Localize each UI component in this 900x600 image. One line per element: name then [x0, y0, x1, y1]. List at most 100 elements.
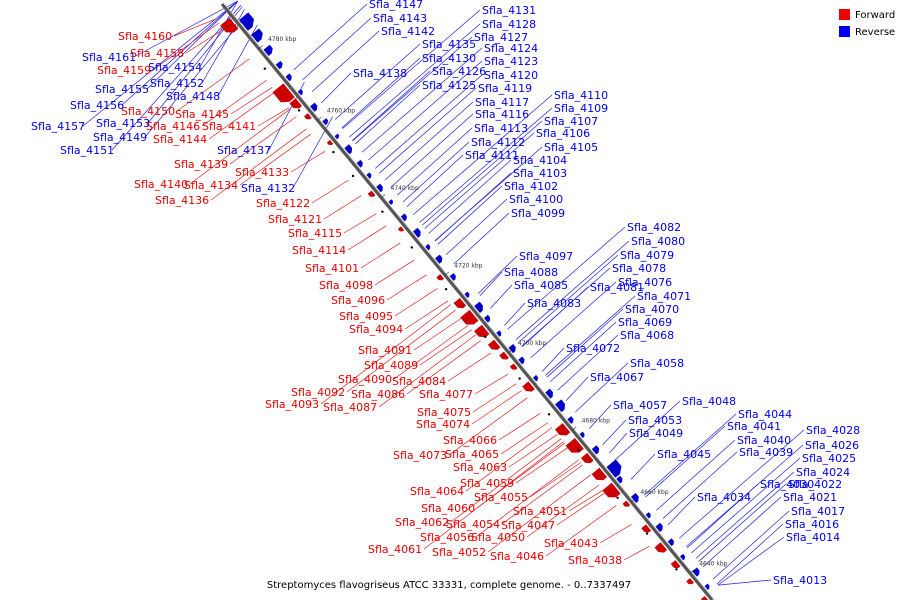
reverse-gene-label[interactable]: Sfla_4030: [760, 478, 814, 491]
reverse-gene-arrow[interactable]: [645, 512, 651, 519]
reverse-gene-label[interactable]: Sfla_4137: [217, 144, 271, 157]
reverse-gene-arrow[interactable]: [692, 567, 700, 577]
forward-gene-label[interactable]: Sfla_4051: [513, 505, 567, 518]
reverse-gene-label[interactable]: Sfla_4022: [788, 478, 842, 491]
forward-gene-arrow[interactable]: [686, 578, 694, 585]
forward-gene-label[interactable]: Sfla_4066: [443, 434, 497, 447]
forward-gene-label[interactable]: Sfla_4046: [490, 550, 544, 563]
reverse-gene-arrow[interactable]: [412, 227, 421, 238]
forward-gene-label[interactable]: Sfla_4140: [134, 178, 188, 191]
forward-gene-label[interactable]: Sfla_4091: [358, 344, 412, 357]
reverse-gene-label[interactable]: Sfla_4106: [536, 127, 590, 140]
reverse-gene-label[interactable]: Sfla_4072: [566, 342, 620, 355]
reverse-gene-label[interactable]: Sfla_4110: [554, 89, 608, 102]
reverse-gene-label[interactable]: Sfla_4135: [422, 38, 476, 51]
reverse-gene-label[interactable]: Sfla_4123: [484, 55, 538, 68]
reverse-gene-label[interactable]: Sfla_4154: [148, 61, 202, 74]
reverse-gene-label[interactable]: Sfla_4113: [474, 122, 528, 135]
forward-gene-label[interactable]: Sfla_4056: [420, 531, 474, 544]
reverse-gene-label[interactable]: Sfla_4045: [657, 448, 711, 461]
reverse-gene-arrow[interactable]: [667, 538, 674, 547]
forward-gene-label[interactable]: Sfla_4075: [417, 406, 471, 419]
forward-gene-label[interactable]: Sfla_4150: [121, 105, 175, 118]
forward-gene-label[interactable]: Sfla_4101: [305, 262, 359, 275]
reverse-gene-arrow[interactable]: [591, 445, 600, 455]
reverse-gene-arrow[interactable]: [555, 399, 566, 413]
reverse-gene-arrow[interactable]: [508, 343, 516, 354]
reverse-gene-label[interactable]: Sfla_4083: [527, 297, 581, 310]
reverse-gene-label[interactable]: Sfla_4079: [620, 249, 674, 262]
reverse-gene-label[interactable]: Sfla_4026: [805, 439, 859, 452]
forward-gene-arrow[interactable]: [453, 297, 467, 309]
forward-gene-arrow[interactable]: [622, 500, 631, 507]
reverse-gene-label[interactable]: Sfla_4109: [554, 102, 608, 115]
reverse-gene-arrow[interactable]: [297, 88, 303, 96]
reverse-gene-label[interactable]: Sfla_4025: [802, 452, 856, 465]
reverse-gene-label[interactable]: Sfla_4104: [513, 154, 567, 167]
forward-gene-arrow[interactable]: [509, 363, 518, 370]
reverse-gene-label[interactable]: Sfla_4057: [613, 399, 667, 412]
reverse-gene-label[interactable]: Sfla_4088: [504, 266, 558, 279]
forward-gene-arrow[interactable]: [554, 423, 571, 436]
reverse-gene-label[interactable]: Sfla_4099: [511, 207, 565, 220]
reverse-gene-arrow[interactable]: [474, 301, 484, 314]
forward-gene-label[interactable]: Sfla_4074: [416, 418, 470, 431]
forward-gene-label[interactable]: Sfla_4054: [446, 518, 500, 531]
reverse-gene-label[interactable]: Sfla_4119: [478, 82, 532, 95]
reverse-gene-label[interactable]: Sfla_4156: [70, 99, 124, 112]
forward-gene-label[interactable]: Sfla_4052: [432, 546, 486, 559]
reverse-gene-label[interactable]: Sfla_4078: [612, 262, 666, 275]
reverse-gene-label[interactable]: Sfla_4070: [625, 303, 679, 316]
reverse-gene-arrow[interactable]: [425, 243, 431, 251]
reverse-gene-arrow[interactable]: [356, 159, 363, 168]
forward-gene-arrow[interactable]: [326, 140, 334, 146]
reverse-gene-arrow[interactable]: [449, 273, 456, 281]
reverse-gene-label[interactable]: Sfla_4124: [484, 42, 538, 55]
reverse-gene-label[interactable]: Sfla_4142: [381, 25, 435, 38]
forward-gene-label[interactable]: Sfla_4060: [421, 502, 475, 515]
reverse-gene-arrow[interactable]: [400, 213, 407, 222]
reverse-gene-arrow[interactable]: [366, 172, 372, 179]
forward-gene-label[interactable]: Sfla_4087: [323, 401, 377, 414]
forward-gene-label[interactable]: Sfla_4114: [292, 244, 346, 257]
reverse-gene-label[interactable]: Sfla_4126: [432, 65, 486, 78]
reverse-gene-label[interactable]: Sfla_4028: [806, 424, 860, 437]
forward-gene-label[interactable]: Sfla_4121: [268, 213, 322, 226]
forward-gene-label[interactable]: Sfla_4050: [471, 531, 525, 544]
forward-gene-arrow[interactable]: [289, 98, 302, 109]
forward-gene-label[interactable]: Sfla_4055: [474, 491, 528, 504]
reverse-gene-arrow[interactable]: [376, 183, 383, 193]
reverse-gene-label[interactable]: Sfla_4107: [544, 115, 598, 128]
forward-gene-label[interactable]: Sfla_4139: [174, 158, 228, 171]
reverse-gene-label[interactable]: Sfla_4103: [513, 167, 567, 180]
reverse-gene-label[interactable]: Sfla_4081: [590, 281, 644, 294]
forward-gene-label[interactable]: Sfla_4144: [153, 133, 207, 146]
reverse-gene-label[interactable]: Sfla_4058: [630, 357, 684, 370]
reverse-gene-label[interactable]: Sfla_4155: [95, 83, 149, 96]
reverse-gene-arrow[interactable]: [680, 553, 686, 561]
reverse-gene-arrow[interactable]: [310, 102, 318, 112]
reverse-gene-label[interactable]: Sfla_4117: [475, 96, 529, 109]
forward-gene-arrow[interactable]: [460, 309, 479, 325]
forward-gene-label[interactable]: Sfla_4136: [155, 194, 209, 207]
reverse-gene-label[interactable]: Sfla_4040: [737, 434, 791, 447]
reverse-gene-arrow[interactable]: [484, 314, 491, 323]
forward-gene-arrow[interactable]: [700, 595, 709, 600]
forward-gene-label[interactable]: Sfla_4146: [146, 120, 200, 133]
forward-gene-arrow[interactable]: [670, 560, 681, 569]
reverse-gene-label[interactable]: Sfla_4068: [620, 329, 674, 342]
forward-gene-label[interactable]: Sfla_4098: [319, 279, 373, 292]
reverse-gene-arrow[interactable]: [579, 431, 585, 439]
forward-gene-label[interactable]: Sfla_4122: [256, 197, 310, 210]
forward-gene-label[interactable]: Sfla_4084: [392, 375, 446, 388]
reverse-gene-label[interactable]: Sfla_4100: [509, 193, 563, 206]
reverse-gene-label[interactable]: Sfla_4024: [796, 466, 850, 479]
reverse-gene-arrow[interactable]: [275, 60, 283, 70]
forward-gene-label[interactable]: Sfla_4096: [331, 294, 385, 307]
forward-gene-arrow[interactable]: [591, 467, 608, 481]
reverse-gene-label[interactable]: Sfla_4116: [475, 108, 529, 121]
reverse-gene-arrow[interactable]: [263, 44, 273, 56]
reverse-gene-label[interactable]: Sfla_4076: [618, 276, 672, 289]
reverse-gene-label[interactable]: Sfla_4132: [241, 182, 295, 195]
forward-gene-arrow[interactable]: [654, 542, 668, 553]
